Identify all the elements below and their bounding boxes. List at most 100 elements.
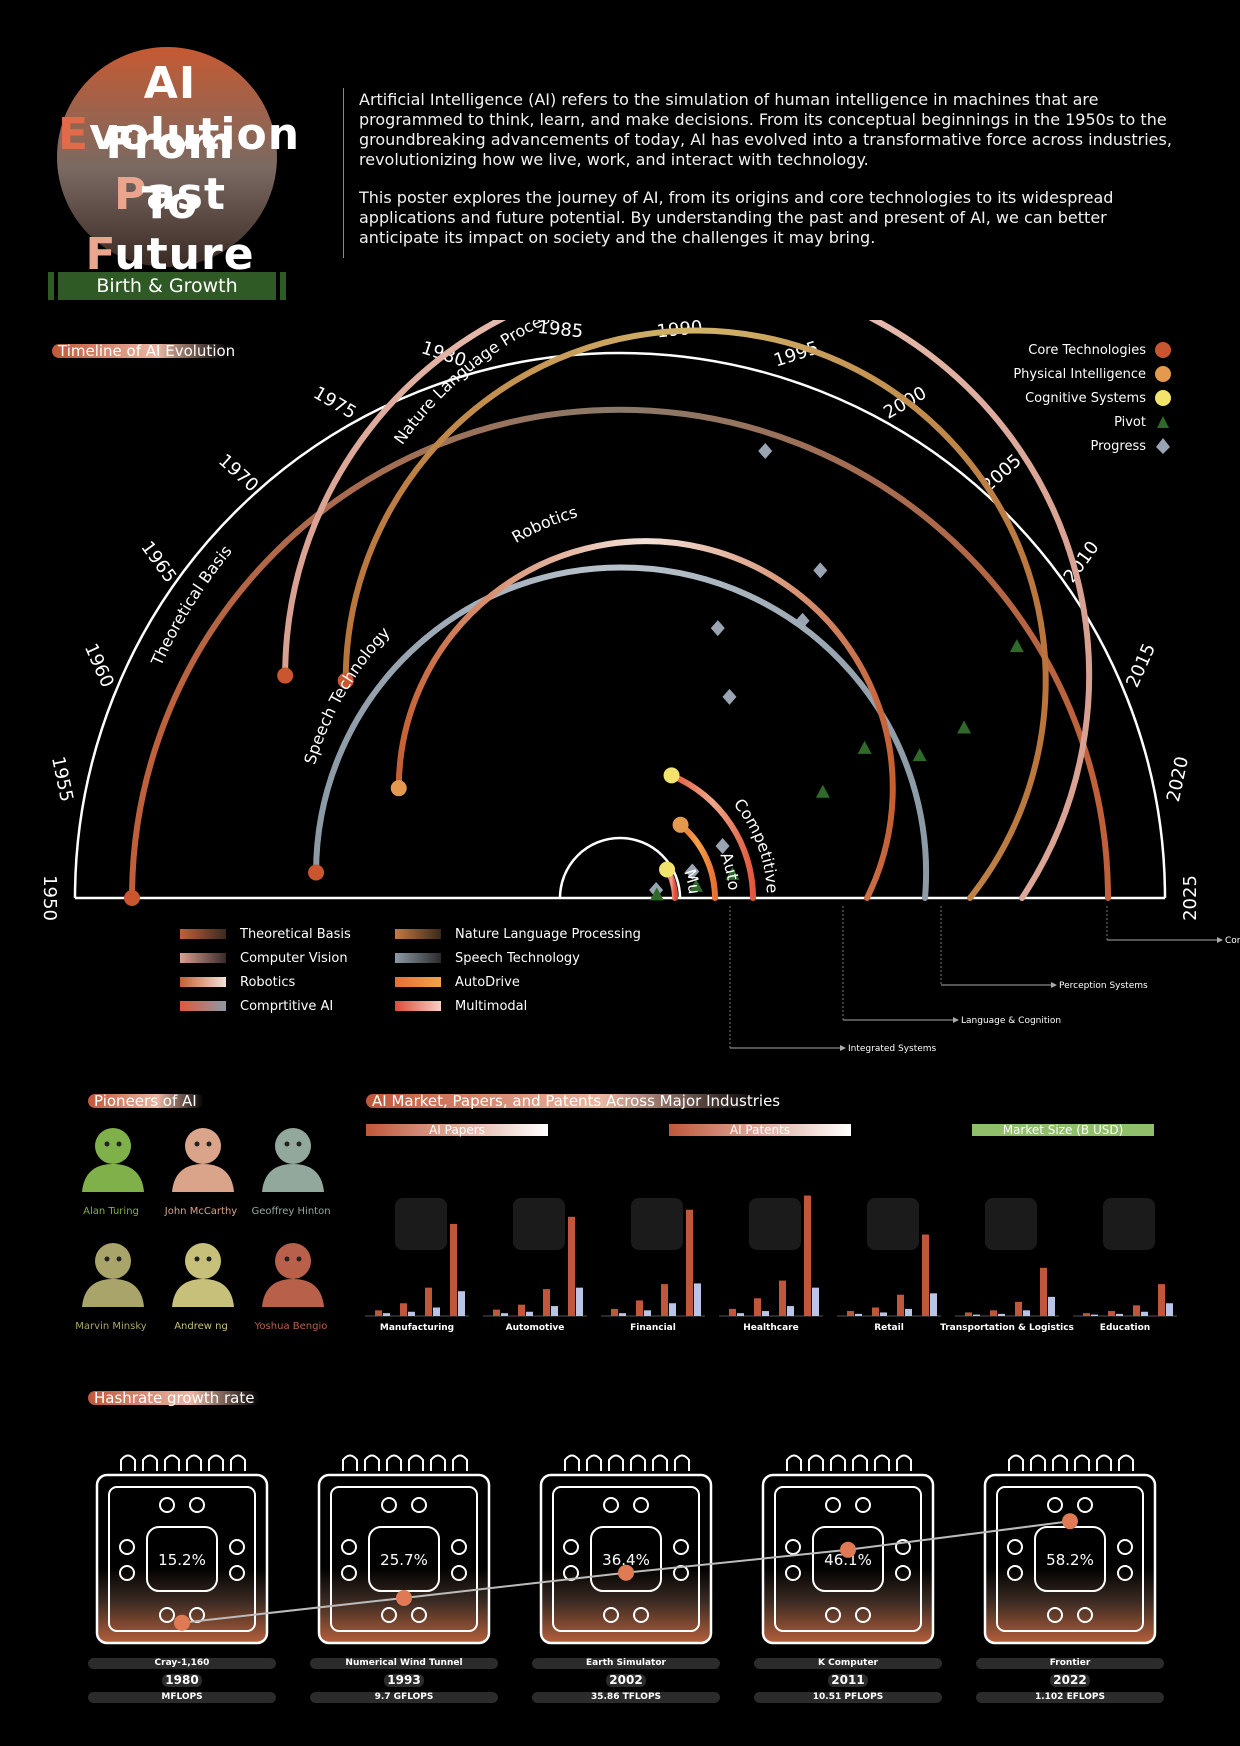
chip-rate: 15.2% [158,1551,206,1569]
year-label: 2020 [1163,755,1193,804]
legend-swatch [395,929,441,939]
key-legend-item: Core Technologies [1028,340,1172,360]
track-legend-item: Robotics [180,973,295,991]
chip-year: 2011 [828,1674,868,1687]
bar [433,1307,440,1316]
track-legend-item: Nature Language Processing [395,925,641,943]
legend-swatch [180,1001,226,1011]
chip-pin [453,1456,467,1472]
title-seg: AI [144,58,196,109]
pioneer-name: Yoshua Bengio [246,1321,336,1332]
track-start-dot [673,817,689,833]
bar [619,1313,626,1316]
portrait-eye [297,1142,302,1147]
portrait-icon [78,1120,148,1192]
portrait-eye [105,1142,110,1147]
bar [661,1284,668,1316]
chip-pin [853,1456,867,1472]
chip-pin [653,1456,667,1472]
portrait-eye [195,1257,200,1262]
portrait-eye [105,1257,110,1262]
chip-pin [121,1456,135,1472]
portrait-head [95,1243,131,1279]
bar [804,1196,811,1316]
bar [1023,1310,1030,1316]
hashrate-captions: Cray-1,160 1980 MFLOPS Numerical Wind Tunne… [0,1655,1240,1715]
growth-point [1062,1513,1078,1529]
pioneer-name: Andrew ng [156,1321,246,1332]
category-label: Education [1100,1323,1150,1333]
bar [526,1312,533,1316]
year-label: 1960 [80,640,118,690]
portrait-head [185,1128,221,1164]
gear-icon [395,1198,447,1250]
bar [543,1289,550,1316]
banner-text: Birth & Growth [96,275,237,297]
year-label: 1955 [47,755,77,804]
cap-icon [1103,1198,1155,1250]
bar [1091,1315,1098,1316]
track-legend-item: Multimodal [395,997,527,1015]
track-start-dot [664,767,680,783]
portrait-eye [207,1257,212,1262]
chip-pin [609,1456,623,1472]
arrow-head [1217,937,1223,943]
bar [1015,1302,1022,1316]
portrait-eye [285,1257,290,1262]
icon-shape [749,1198,801,1250]
portrait-body [82,1164,144,1192]
pivot-marker [1010,639,1024,652]
intro-paragraph-2: This poster explores the journey of AI, … [359,188,1189,248]
bar [400,1303,407,1316]
legend-swatch [180,977,226,987]
bar [383,1313,390,1316]
track-label: AutoDrive [0,320,744,891]
chip-pin [431,1456,445,1472]
category-label: Automotive [506,1323,565,1333]
portrait-eye [117,1257,122,1262]
key-legend-label: Core Technologies [1028,343,1146,358]
chip-pin [875,1456,889,1472]
arrow-head [1051,982,1057,988]
icon-shape [631,1198,683,1250]
key-legend-item: Cognitive Systems [1025,388,1172,408]
portrait-icon [78,1235,148,1307]
portrait-eye [297,1257,302,1262]
chip-perf: 35.86 TFLOPS [532,1692,720,1703]
chip-pin [343,1456,357,1472]
legend-swatch [395,1001,441,1011]
bar [1108,1311,1115,1316]
intro-divider [343,88,344,258]
icon-shape [395,1198,447,1250]
chip-year: 2002 [606,1674,646,1687]
bar [576,1288,583,1316]
pivot-marker [913,748,927,761]
pioneer-name: Alan Turing [66,1206,156,1217]
portrait-icon [168,1120,238,1192]
chip-pin [675,1456,689,1472]
legend-swatch [395,953,441,963]
growth-point [618,1565,634,1581]
category-label: Financial [630,1323,676,1333]
chip-pin [897,1456,911,1472]
hashrate-chart: 15.2% 25.7% 36.4% 46.1% 58.2% [0,1440,1240,1660]
chip-rate: 25.7% [380,1551,428,1569]
legend-label: AutoDrive [455,975,520,990]
title-line-3: To Future [58,178,282,280]
pioneer-name: John McCarthy [156,1206,246,1217]
bar [568,1217,575,1316]
bar [408,1312,415,1316]
chip-name: Cray-1,160 [88,1658,276,1669]
pioneers-grid: Alan Turing John McCarthy Geoffrey Hinton M… [70,1120,340,1360]
legend-swatch [180,953,226,963]
chip-pin [831,1456,845,1472]
progress-marker [758,443,772,459]
legend-swatch [1157,416,1169,428]
market-legend-label: AI Patents [730,1124,790,1136]
chip-pin [1097,1456,1111,1472]
pivot-marker [858,741,872,754]
arrow-head [840,1045,846,1051]
chip-pin [565,1456,579,1472]
key-legend-item: Physical Intelligence [1013,364,1172,384]
chip-icon [541,1456,711,1644]
